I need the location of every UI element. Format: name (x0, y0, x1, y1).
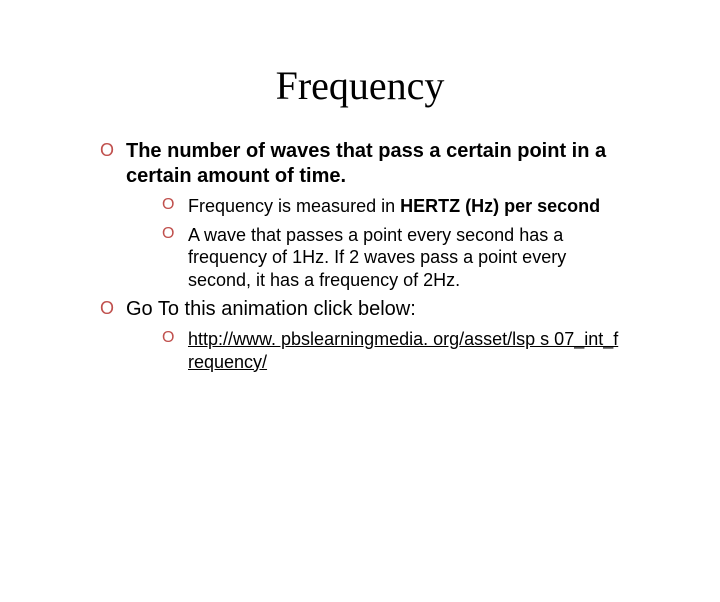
sub-text-prefix: Frequency is measured in (188, 196, 400, 216)
slide: Frequency The number of waves that pass … (0, 62, 720, 602)
slide-body: The number of waves that pass a certain … (0, 139, 720, 373)
bullet-list-lvl1: The number of waves that pass a certain … (100, 139, 620, 373)
bullet-list-lvl2: Frequency is measured in HERTZ (Hz) per … (162, 195, 620, 291)
bullet-list-lvl2: http://www. pbslearningmedia. org/asset/… (162, 328, 620, 373)
goto-text: Go To this animation click below: (126, 298, 416, 320)
list-item: The number of waves that pass a certain … (100, 139, 620, 291)
slide-title: Frequency (0, 62, 720, 109)
definition-text: The number of waves that pass a certain … (126, 140, 606, 187)
list-item: Go To this animation click below: http:/… (100, 297, 620, 373)
list-item: A wave that passes a point every second … (162, 224, 620, 292)
animation-link[interactable]: http://www. pbslearningmedia. org/asset/… (188, 329, 618, 372)
list-item: Frequency is measured in HERTZ (Hz) per … (162, 195, 620, 218)
list-item: http://www. pbslearningmedia. org/asset/… (162, 328, 620, 373)
sub-text: A wave that passes a point every second … (188, 225, 566, 290)
sub-text-bold: HERTZ (Hz) per second (400, 196, 600, 216)
